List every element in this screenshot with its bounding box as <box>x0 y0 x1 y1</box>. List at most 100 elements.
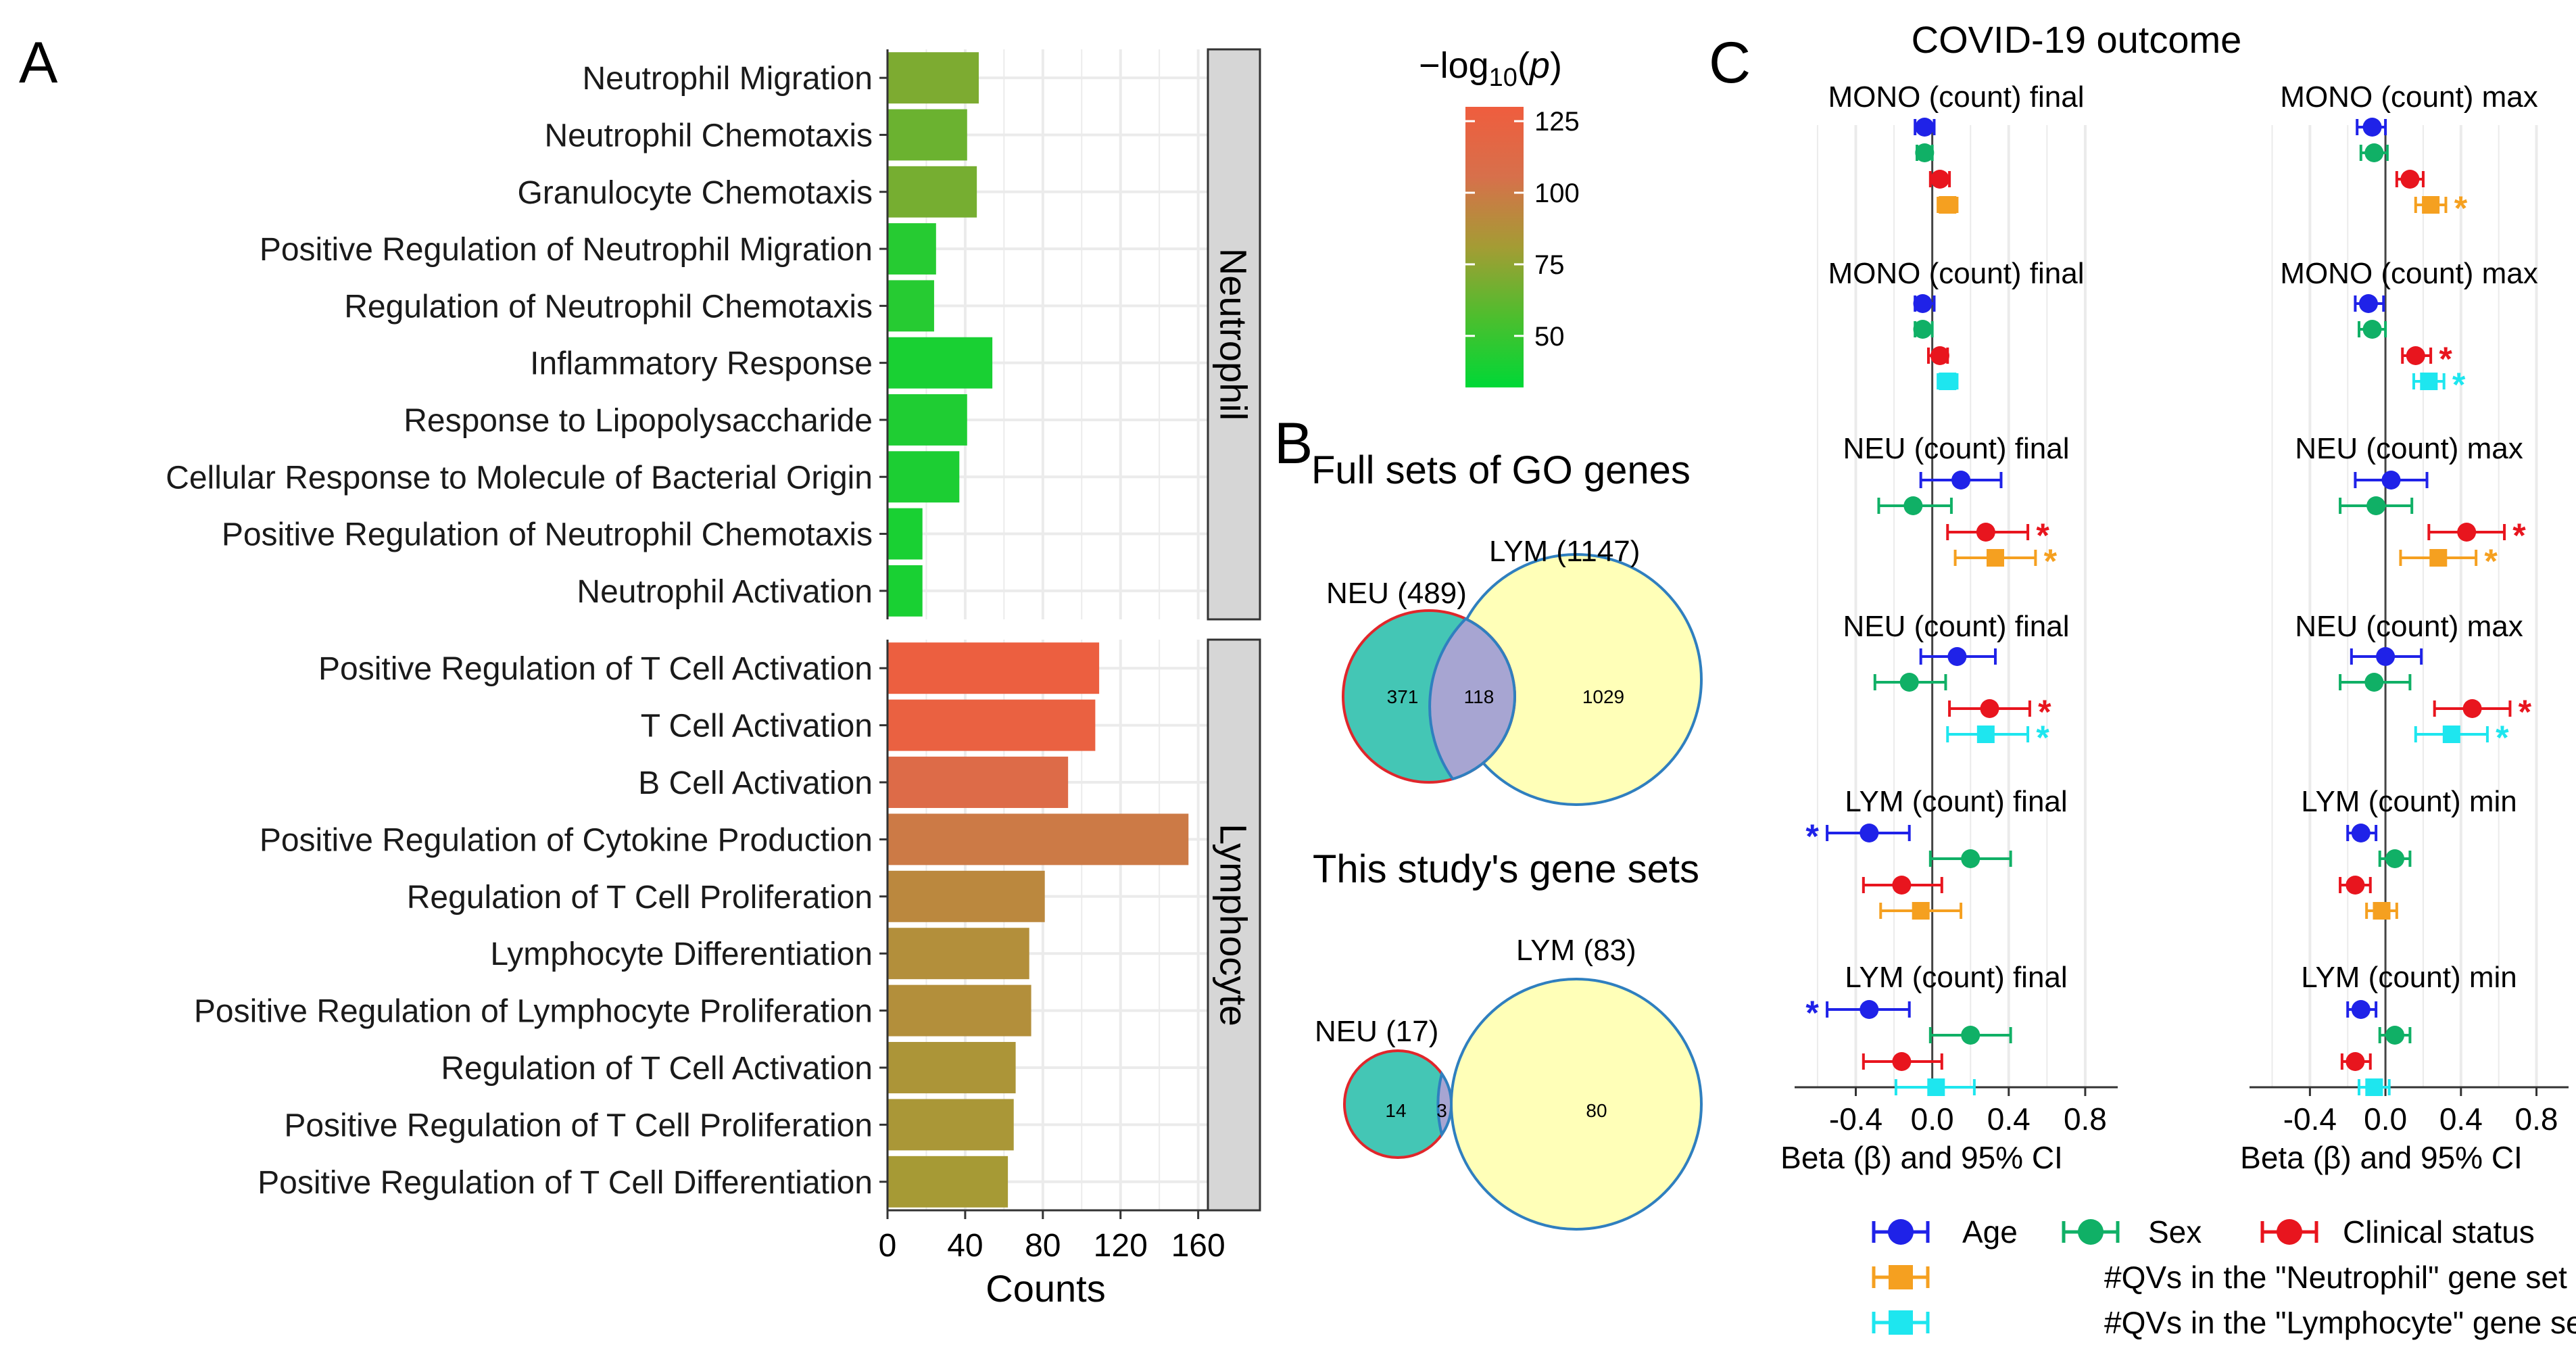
bar-category-label: Cellular Response to Molecule of Bacteri… <box>166 460 873 496</box>
bar <box>888 699 1096 751</box>
forest-point-circle <box>2346 876 2365 895</box>
forest-point-circle <box>2351 1000 2371 1019</box>
forest-facet-title: NEU (count) final <box>1843 432 2069 465</box>
bar-category-label: Positive Regulation of Neutrophil Chemot… <box>222 517 873 553</box>
bar <box>888 1042 1016 1093</box>
forest-point-circle <box>1961 1026 1980 1045</box>
bar <box>888 337 993 389</box>
forest-significance-star: * <box>2454 189 2468 227</box>
forest-point-square <box>2422 196 2440 214</box>
forest-point-circle <box>2364 673 2384 692</box>
forest-x-axis-title-right: Beta (β) and 95% CI <box>2240 1140 2523 1175</box>
venn-full-lym-label: LYM (1147) <box>1489 535 1640 568</box>
venn-study-neu-label: NEU (17) <box>1315 1015 1438 1048</box>
forest-point-circle <box>2376 647 2396 666</box>
forest-significance-star: * <box>2512 517 2526 554</box>
forest-facet-title: MONO (count) final <box>1828 257 2085 290</box>
bar-category-label: Regulation of T Cell Proliferation <box>407 880 873 916</box>
forest-significance-star: * <box>2036 719 2049 757</box>
bar-category-label: Regulation of Neutrophil Chemotaxis <box>344 289 873 325</box>
bar <box>888 928 1029 980</box>
forest-facet-title: NEU (count) max <box>2295 610 2523 643</box>
forest-facet-title: NEU (count) final <box>1843 610 2069 643</box>
forest-significance-star: * <box>1805 817 1819 855</box>
bar-chart-bars <box>888 52 1189 1208</box>
forest-point-circle <box>1903 496 1923 515</box>
bar-chart-facet-strips: Neutrophil Lymphocyte <box>1207 48 1261 1212</box>
bar-x-tick-label: 0 <box>879 1228 897 1264</box>
bar-chart-x-axis: 0 40 80 120 160 <box>879 49 1225 1264</box>
bar <box>888 109 967 161</box>
forest-x-tick-label: -0.4 <box>1829 1101 1882 1137</box>
legend-key-circle <box>2078 1219 2104 1245</box>
bar <box>888 451 960 503</box>
bar-x-tick-label: 40 <box>947 1228 983 1264</box>
forest-facet-title: LYM (count) min <box>2301 785 2517 818</box>
forest-x-tick-label: 0.8 <box>2515 1101 2558 1137</box>
bar-category-label: Response to Lipopolysaccharide <box>404 403 873 439</box>
forest-point-circle <box>2351 824 2371 842</box>
forest-point-circle <box>2462 699 2482 718</box>
forest-point-circle <box>2381 471 2401 490</box>
colorbar-gradient <box>1465 107 1524 387</box>
forest-point-circle <box>2400 170 2420 189</box>
bar <box>888 223 936 275</box>
forest-point-square <box>1976 726 1995 743</box>
forest-point-circle <box>1947 647 1967 666</box>
forest-point-square <box>2442 726 2460 743</box>
venn-study-lym-only: 80 <box>1586 1100 1607 1121</box>
bar-category-label: Positive Regulation of T Cell Differenti… <box>258 1165 873 1201</box>
forest-significance-star: * <box>2038 693 2051 731</box>
forest-point-circle <box>1892 876 1912 895</box>
colorbar-tick-label: 50 <box>1534 322 1565 352</box>
forest-point-circle <box>1892 1052 1912 1071</box>
forest-point-circle <box>2385 849 2405 868</box>
forest-point-circle <box>1913 320 1933 339</box>
venn-study-overlap-lens <box>1436 1070 1453 1138</box>
forest-facet-title: MONO (count) final <box>1828 80 2085 114</box>
venn-study-neu-only: 14 <box>1385 1100 1406 1121</box>
forest-point-circle <box>2366 496 2386 515</box>
venn-study-lym-label: LYM (83) <box>1516 934 1636 967</box>
forest-point-square <box>2429 549 2448 567</box>
bar-chart-category-labels: Neutrophil Migration Neutrophil Chemotaxi… <box>166 61 873 1201</box>
forest-point-circle <box>2457 523 2477 542</box>
venn-panel: Full sets of GO genes NEU (489) LYM (114… <box>1311 448 1703 1231</box>
bar-category-label: Positive Regulation of Cytokine Producti… <box>260 822 873 858</box>
venn-full-title: Full sets of GO genes <box>1311 448 1691 492</box>
bar <box>888 52 979 104</box>
forest-point-circle <box>2362 118 2382 137</box>
bar-chart-x-axis-title: Counts <box>986 1267 1105 1310</box>
forest-significance-star: * <box>1805 994 1819 1032</box>
forest-point-square <box>1912 902 1930 920</box>
forest-point-circle <box>1860 1000 1879 1019</box>
forest-point-square <box>1927 1078 1945 1096</box>
venn-study-overlap-count: 3 <box>1436 1100 1447 1121</box>
venn-full-neu-only: 371 <box>1387 686 1419 707</box>
bar <box>888 813 1189 865</box>
bar-category-label: Positive Regulation of Neutrophil Migrat… <box>260 232 873 268</box>
forest-significance-star: * <box>2044 542 2058 580</box>
bar <box>888 1099 1014 1151</box>
forest-point-square <box>2373 902 2391 920</box>
venn-full-overlap-count: 118 <box>1464 686 1494 707</box>
legend-neu-qv-label: #QVs in the "Neutrophil" gene set <box>2104 1260 2567 1295</box>
bar <box>888 508 923 560</box>
bar-category-label: T Cell Activation <box>641 709 873 744</box>
forest-point-circle <box>2346 1052 2365 1071</box>
facet-strip-label: Lymphocyte <box>1213 824 1255 1026</box>
forest-significance-star: * <box>2496 719 2509 757</box>
bar-category-label: Lymphocyte Differentiation <box>490 936 873 972</box>
bar-category-label: Neutrophil Chemotaxis <box>544 118 873 153</box>
forest-significance-star: * <box>2452 366 2466 404</box>
bar-x-tick-label: 80 <box>1025 1228 1061 1264</box>
forest-x-tick-label: 0.4 <box>1987 1101 2031 1137</box>
legend-key-circle <box>2277 1219 2302 1245</box>
forest-point-circle <box>1961 849 1980 868</box>
forest-point-circle <box>2364 143 2384 162</box>
forest-x-tick-label: 0.0 <box>1911 1101 1954 1137</box>
bar <box>888 1156 1008 1208</box>
legend-age-label: Age <box>1962 1214 2018 1250</box>
panel-label-a: A <box>19 30 58 95</box>
